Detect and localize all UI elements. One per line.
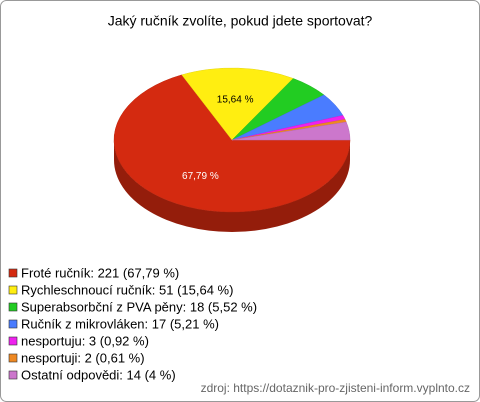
legend-label: Ostatní odpovědi: 14 (4 %) xyxy=(21,367,176,382)
legend-swatch xyxy=(8,336,18,346)
chart-title: Jaký ručník zvolíte, pokud jdete sportov… xyxy=(108,13,373,29)
legend-label: Rychleschnoucí ručník: 51 (15,64 %) xyxy=(21,282,233,297)
legend-label: nesportuji: 2 (0,61 %) xyxy=(21,350,145,365)
slice-label: 67,79 % xyxy=(182,171,219,182)
legend-swatch xyxy=(8,268,18,278)
legend-swatch xyxy=(8,370,18,380)
legend-swatch xyxy=(8,353,18,363)
slice xyxy=(113,74,351,213)
legend-swatch xyxy=(8,319,18,329)
slice xyxy=(181,67,294,141)
legend-label: nesportuju: 3 (0,92 %) xyxy=(21,333,149,348)
legend-swatch xyxy=(8,302,18,312)
slice-label: 15,64 % xyxy=(217,95,254,106)
slice xyxy=(231,121,351,141)
slice-side xyxy=(114,140,350,232)
legend-label: Froté ručník: 221 (67,79 %) xyxy=(21,265,179,280)
legend-label: Superabsorbční z PVA pěny: 18 (5,52 %) xyxy=(21,299,257,314)
source: zdroj: https://dotaznik-pro-zjisteni-inf… xyxy=(201,381,470,395)
legend-swatch xyxy=(8,285,18,295)
legend-label: Ručník z mikrovláken: 17 (5,21 %) xyxy=(21,316,219,331)
